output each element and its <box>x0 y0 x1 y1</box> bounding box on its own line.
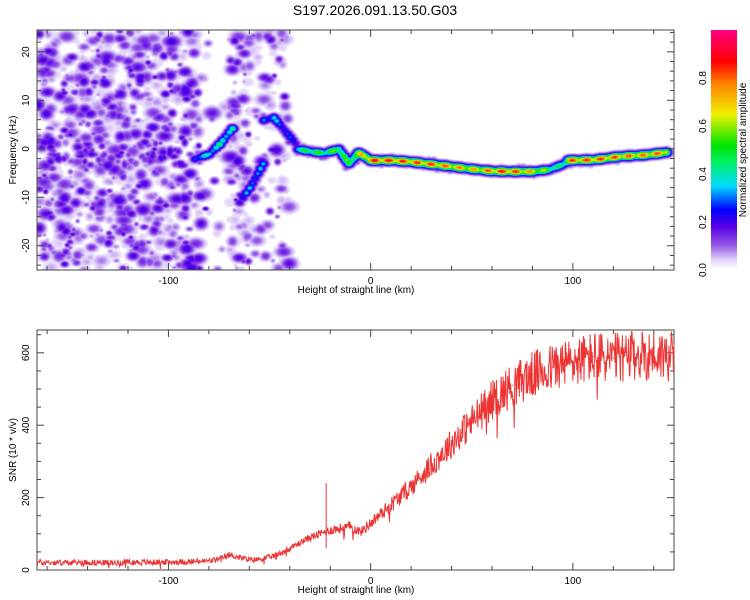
snr-point <box>370 522 372 524</box>
snr-point <box>440 453 443 455</box>
snr-point <box>218 558 220 560</box>
spectrogram-ytick-label: 20 <box>21 46 32 58</box>
snr-point <box>349 525 352 528</box>
snr-point <box>602 356 604 358</box>
colorbar-tick-label: 0.6 <box>698 119 709 133</box>
snr-xlabel: Height of straight line (km) <box>298 585 415 596</box>
spectrogram-heatmap <box>37 30 674 270</box>
snr-data-points <box>36 354 675 564</box>
snr-point <box>309 536 311 539</box>
spectrogram-xtick-label: -100 <box>158 276 178 287</box>
snr-point <box>238 556 240 558</box>
snr-point <box>279 553 281 555</box>
snr-point <box>643 355 645 357</box>
snr-point <box>450 442 453 444</box>
spectrogram-xlabel: Height of straight line (km) <box>298 285 415 296</box>
snr-point <box>258 558 261 560</box>
snr-point <box>329 529 331 531</box>
snr-point <box>582 358 584 360</box>
spectrogram-ytick-label: -10 <box>21 190 32 205</box>
snr-point <box>572 361 574 363</box>
snr-point <box>501 392 503 394</box>
spectrogram-ytick-label: 10 <box>21 94 32 106</box>
spectrogram-ytick-label: -20 <box>21 238 32 253</box>
snr-point <box>541 370 544 372</box>
snr-point <box>228 554 230 556</box>
snr-point <box>430 464 432 466</box>
colorbar-tick-label: 0.2 <box>698 215 709 229</box>
snr-xtick-label: 100 <box>565 576 582 587</box>
colorbar-label: Normalized spectral amplitude <box>738 82 749 217</box>
snr-point <box>562 363 564 365</box>
snr-point <box>663 355 665 357</box>
spectrogram-ylabel: Frequency (Hz) <box>8 116 19 185</box>
snr-point <box>36 561 38 563</box>
snr-point <box>491 399 493 401</box>
snr-series-line <box>36 331 675 570</box>
snr-ytick-label: 0 <box>21 567 32 573</box>
snr-axes: -100 0 100 0 200 400 600 <box>21 329 675 587</box>
snr-point <box>653 354 655 356</box>
spectrogram-ytick-label: 0 <box>21 146 32 152</box>
snr-point <box>107 562 109 564</box>
snr-point <box>268 556 271 558</box>
colorbar-tick-label: 0.4 <box>698 167 709 181</box>
snr-point <box>208 560 210 562</box>
snr-xtick-label: -100 <box>158 576 178 587</box>
snr-point <box>319 533 321 535</box>
snr-point <box>390 504 392 506</box>
snr-point <box>147 561 149 563</box>
snr-point <box>521 379 523 381</box>
snr-xtick-label: 0 <box>368 576 374 587</box>
snr-point <box>673 355 675 358</box>
snr-ytick-label: 200 <box>21 489 32 506</box>
snr-ytick-label: 600 <box>21 344 32 361</box>
snr-frame <box>36 329 675 571</box>
colorbar-axes: 0.0 0.2 0.4 0.6 0.8 <box>698 71 709 277</box>
snr-point <box>339 527 341 529</box>
snr-point <box>511 384 513 386</box>
spectrogram-xtick-label: 100 <box>565 276 582 287</box>
snr-point <box>248 559 250 561</box>
snr-point <box>612 357 614 359</box>
colorbar-gradient <box>711 30 737 270</box>
snr-point <box>127 561 129 563</box>
snr-point <box>86 561 89 563</box>
chart-title: S197.2026.091.13.50.G03 <box>292 2 458 18</box>
snr-point <box>592 355 594 358</box>
spectrogram-frame <box>36 29 675 271</box>
spectrogram-xtick-label: 0 <box>368 276 374 287</box>
colorbar-tick-label: 0.8 <box>698 71 709 85</box>
snr-point <box>410 486 412 488</box>
snr-point <box>531 373 534 376</box>
colorbar-tick-label: 0.0 <box>698 263 709 277</box>
snr-point <box>167 561 170 563</box>
snr-point <box>552 366 554 368</box>
snr-point <box>471 420 473 423</box>
snr-point <box>622 356 625 358</box>
snr-point <box>359 531 362 533</box>
snr-ytick-label: 400 <box>21 416 32 433</box>
snr-point <box>299 542 301 544</box>
snr-point <box>481 410 483 412</box>
snr-point <box>632 355 635 358</box>
snr-point <box>66 562 68 564</box>
snr-point <box>461 431 463 434</box>
snr-point <box>400 495 402 497</box>
snr-point <box>420 475 422 477</box>
snr-ylabel: SNR (10 * v/v) <box>8 418 19 482</box>
snr-point <box>188 561 190 563</box>
snr-point <box>289 547 291 549</box>
snr-point <box>380 513 382 515</box>
